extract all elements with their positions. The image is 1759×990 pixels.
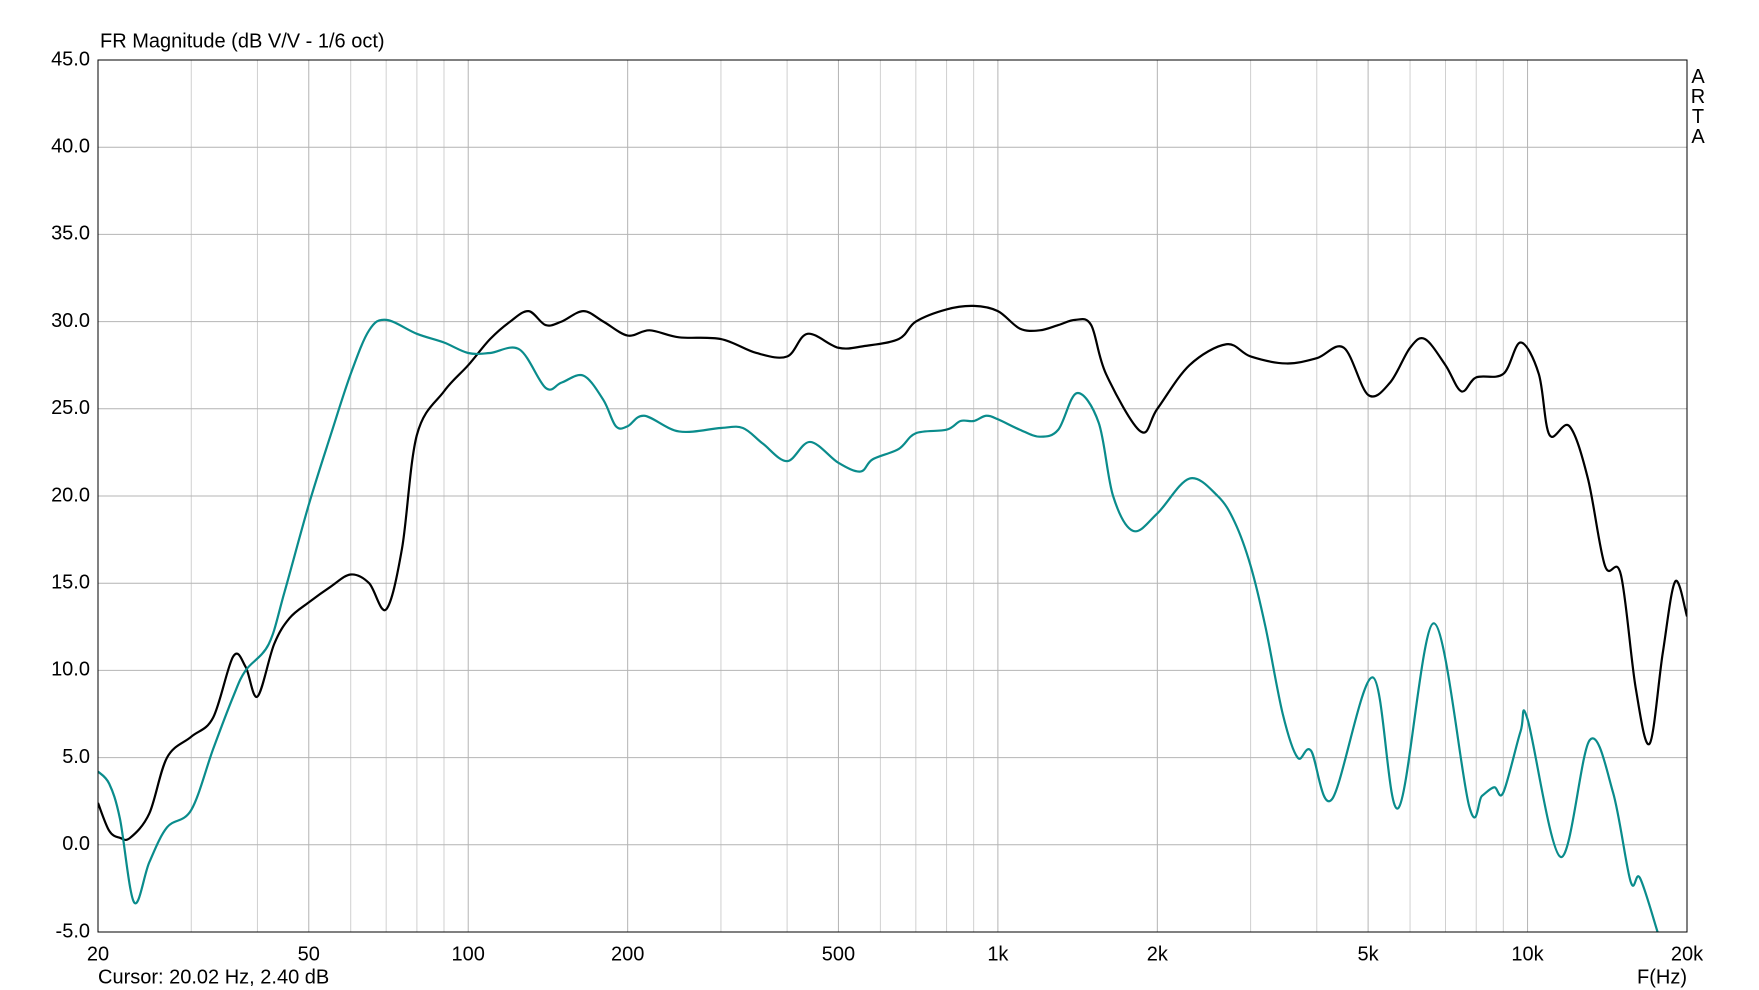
x-tick-label: 50: [298, 943, 320, 965]
chart-title: FR Magnitude (dB V/V - 1/6 oct): [100, 30, 385, 52]
y-tick-label: 30.0: [51, 310, 90, 332]
y-tick-label: 25.0: [51, 397, 90, 419]
y-tick-label: 10.0: [51, 659, 90, 681]
x-tick-label: 500: [822, 943, 855, 965]
y-tick-label: 40.0: [51, 135, 90, 157]
plot-area: [98, 304, 1687, 933]
y-tick-label: 35.0: [51, 223, 90, 245]
x-tick-label: 20: [87, 943, 109, 965]
x-tick-label: 20k: [1671, 943, 1704, 965]
x-tick-label: 5k: [1358, 943, 1380, 965]
y-tick-label: 15.0: [51, 571, 90, 593]
series-line: [98, 318, 1659, 933]
plot-frame: [97, 59, 1688, 933]
y-tick-label: -5.0: [56, 920, 90, 942]
x-tick-label: 100: [452, 943, 485, 965]
status-text: Cursor: 20.02 Hz, 2.40 dB: [98, 966, 329, 988]
y-tick-label: 5.0: [62, 746, 90, 768]
y-tick-label: 0.0: [62, 833, 90, 855]
y-tick-label: 45.0: [51, 48, 90, 70]
x-tick-label: 2k: [1147, 943, 1169, 965]
x-axis-label: F(Hz): [1637, 966, 1687, 988]
x-tick-label: 1k: [987, 943, 1009, 965]
watermark: ARTA: [1687, 66, 1709, 146]
y-tick-label: 20.0: [51, 484, 90, 506]
series-line: [98, 304, 1687, 842]
x-tick-label: 10k: [1511, 943, 1544, 965]
x-tick-label: 200: [611, 943, 644, 965]
